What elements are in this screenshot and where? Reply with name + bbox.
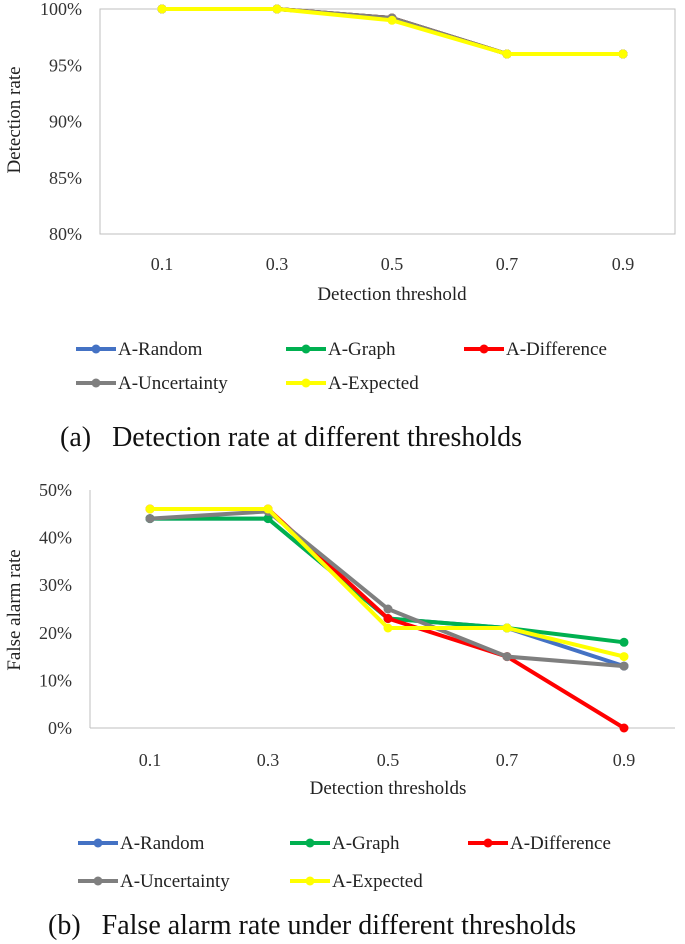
legend-item: A-Difference [464, 339, 607, 360]
caption: (b) False alarm rate under different thr… [48, 910, 576, 941]
legend: A-Random A-Graph A-Difference A-Uncertainty… [76, 339, 607, 394]
x-tick-label: 0.5 [381, 254, 404, 274]
x-tick-label: 0.1 [139, 750, 162, 770]
data-point [619, 652, 629, 662]
x-tick-label: 0.9 [613, 750, 636, 770]
legend-marker [301, 344, 311, 354]
x-tick-label: 0.1 [151, 254, 174, 274]
data-point [619, 637, 629, 647]
legend-item: A-Difference [468, 833, 611, 854]
y-ticks: 80% 85% 90% 95% 100% [40, 0, 82, 244]
data-point [619, 723, 629, 733]
legend-label: A-Difference [510, 833, 611, 854]
y-tick-label: 80% [49, 224, 82, 244]
y-tick-label: 85% [49, 168, 82, 188]
legend-marker [93, 876, 103, 886]
caption: (a) Detection rate at different threshol… [60, 422, 522, 453]
legend-item: A-Graph [290, 833, 400, 854]
data-point [272, 4, 282, 14]
legend-label: A-Random [118, 339, 203, 360]
legend-item: A-Graph [286, 339, 396, 360]
legend-label: A-Random [120, 833, 205, 854]
legend-label: A-Expected [332, 871, 423, 892]
data-point [387, 15, 397, 25]
data-point [145, 514, 155, 524]
legend: A-Random A-Graph A-Difference A-Uncertainty… [78, 833, 611, 892]
series-line-a-random [150, 516, 625, 669]
x-ticks: 0.1 0.3 0.5 0.7 0.9 [151, 254, 635, 274]
legend-item: A-Random [76, 339, 203, 360]
data-point [502, 623, 512, 633]
y-tick-label: 0% [48, 718, 72, 738]
plot-area [99, 8, 676, 235]
y-ticks: 0% 10% 20% 30% 40% 50% [39, 480, 72, 738]
legend-label: A-Uncertainty [120, 871, 230, 892]
x-axis-label: Detection thresholds [310, 778, 467, 799]
legend-marker [479, 344, 489, 354]
legend-marker [305, 876, 315, 886]
legend-item: A-Uncertainty [76, 373, 228, 394]
y-tick-label: 100% [40, 0, 82, 19]
y-axis-label: False alarm rate [4, 549, 25, 670]
data-point [619, 661, 629, 671]
y-axis-label: Detection rate [4, 66, 25, 173]
data-point [502, 652, 512, 662]
series-lines [145, 504, 629, 733]
legend-item: A-Random [78, 833, 205, 854]
legend-marker [93, 838, 103, 848]
series-lines [157, 4, 628, 59]
x-axis-label: Detection threshold [317, 284, 467, 305]
legend-marker [91, 344, 101, 354]
legend-label: A-Uncertainty [118, 373, 228, 394]
y-tick-label: 10% [39, 670, 72, 690]
y-tick-label: 90% [49, 112, 82, 132]
data-point [502, 49, 512, 59]
x-tick-label: 0.9 [612, 254, 635, 274]
legend-label: A-Graph [328, 339, 396, 360]
legend-marker [301, 378, 311, 388]
panel-a-chart: 80% 85% 90% 95% 100% 0.1 0.3 0.5 0.7 0.9 Detecti… [4, 0, 676, 453]
x-tick-label: 0.7 [496, 750, 519, 770]
panel-b-chart: 0% 10% 20% 30% 40% 50% 0.1 0.3 0.5 0.7 0.9 Detect… [4, 480, 675, 941]
legend-item: A-Uncertainty [78, 871, 230, 892]
x-ticks: 0.1 0.3 0.5 0.7 0.9 [139, 750, 636, 770]
data-point [157, 4, 167, 14]
data-point [383, 623, 393, 633]
legend-label: A-Expected [328, 373, 419, 394]
x-tick-label: 0.7 [496, 254, 519, 274]
data-point [383, 604, 393, 614]
x-tick-label: 0.5 [377, 750, 400, 770]
legend-marker [305, 838, 315, 848]
legend-label: A-Difference [506, 339, 607, 360]
y-tick-label: 40% [39, 528, 72, 548]
data-point [383, 614, 393, 623]
x-tick-label: 0.3 [266, 254, 289, 274]
y-tick-label: 50% [39, 480, 72, 500]
y-tick-label: 30% [39, 575, 72, 595]
data-point [263, 514, 273, 524]
data-point [263, 504, 273, 514]
legend-label: A-Graph [332, 833, 400, 854]
data-point [145, 504, 155, 514]
data-point [618, 49, 628, 59]
y-tick-label: 95% [49, 55, 82, 75]
legend-item: A-Expected [286, 373, 419, 394]
legend-marker [483, 838, 493, 848]
x-tick-label: 0.3 [257, 750, 280, 770]
legend-marker [91, 378, 101, 388]
legend-item: A-Expected [290, 871, 423, 892]
y-tick-label: 20% [39, 623, 72, 643]
